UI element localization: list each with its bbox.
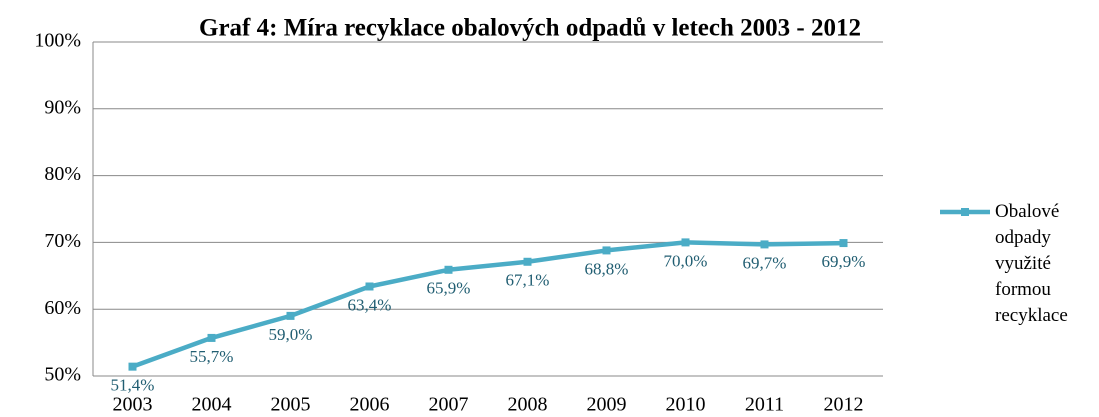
- point-marker: [602, 246, 611, 255]
- point-marker: [286, 311, 295, 320]
- legend-marker: [961, 208, 969, 216]
- data-label: 51,4%: [111, 376, 155, 395]
- x-tick-label: 2007: [429, 394, 469, 416]
- x-tick-label: 2010: [666, 394, 706, 416]
- y-tick-label: 70%: [44, 230, 81, 252]
- point-marker: [365, 282, 374, 291]
- data-label: 69,7%: [743, 253, 787, 272]
- y-tick-label: 90%: [44, 96, 81, 118]
- point-marker: [681, 238, 690, 247]
- x-tick-label: 2009: [587, 394, 627, 416]
- y-tick-label: 60%: [44, 297, 81, 319]
- chart-title: Graf 4: Míra recyklace obalových odpadů …: [199, 15, 861, 42]
- point-marker: [128, 362, 137, 371]
- data-label: 67,1%: [506, 271, 550, 290]
- y-tick-label: 80%: [44, 163, 81, 185]
- y-tick-label: 100%: [34, 30, 81, 52]
- y-tick-label: 50%: [44, 364, 81, 386]
- data-label: 63,4%: [348, 295, 392, 314]
- data-label: 69,9%: [822, 252, 866, 271]
- x-tick-label: 2012: [824, 394, 864, 416]
- x-tick-label: 2003: [113, 394, 153, 416]
- data-label: 68,8%: [585, 259, 629, 278]
- point-marker: [444, 265, 453, 274]
- series-line: [131, 240, 844, 369]
- data-label: 70,0%: [664, 251, 708, 270]
- point-marker: [839, 239, 848, 248]
- point-marker: [523, 257, 532, 266]
- x-tick-label: 2011: [745, 394, 784, 416]
- x-tick-label: 2005: [271, 394, 311, 416]
- data-label: 65,9%: [427, 279, 471, 298]
- point-marker: [207, 333, 216, 342]
- x-tick-label: 2004: [192, 394, 232, 416]
- x-tick-label: 2006: [350, 394, 390, 416]
- legend-label: Obalové odpady využité formou recyklace: [995, 201, 1068, 326]
- x-tick-label: 2008: [508, 394, 548, 416]
- point-marker: [760, 240, 769, 249]
- data-label: 55,7%: [190, 347, 234, 366]
- data-label: 59,0%: [269, 325, 313, 344]
